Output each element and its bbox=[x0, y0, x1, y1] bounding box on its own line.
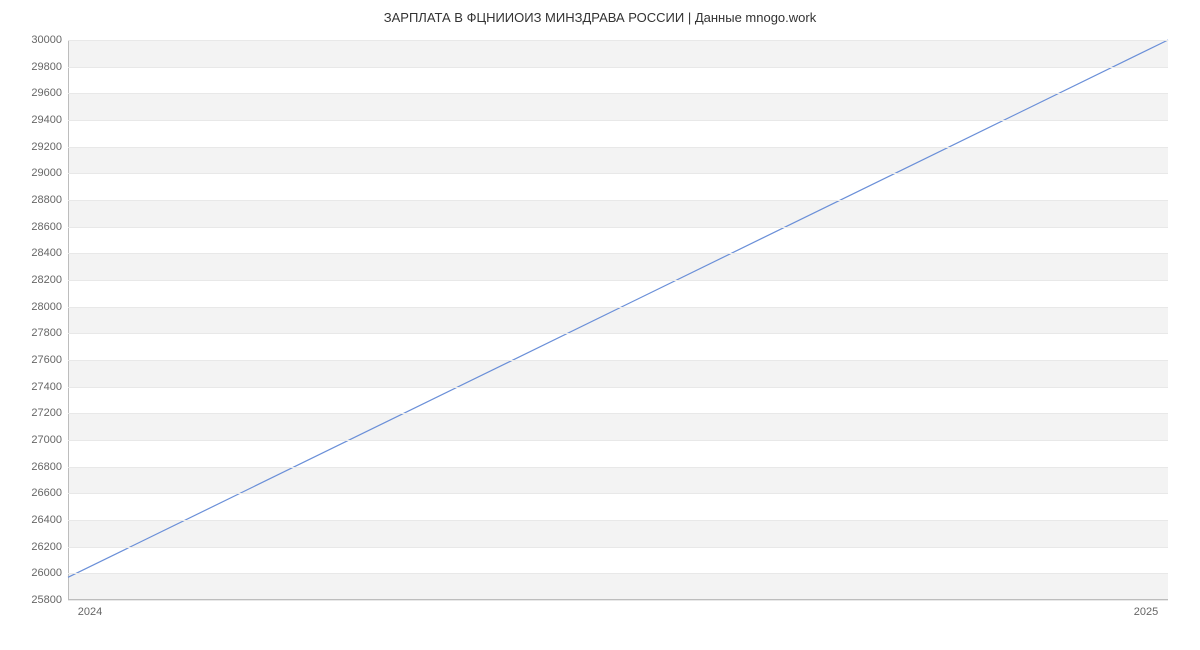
y-tick-label: 27200 bbox=[31, 407, 62, 419]
grid-line bbox=[68, 307, 1168, 308]
grid-line bbox=[68, 93, 1168, 94]
y-tick-label: 29200 bbox=[31, 141, 62, 153]
x-tick-label: 2025 bbox=[1134, 606, 1158, 618]
line-layer bbox=[68, 40, 1168, 600]
x-tick-label: 2024 bbox=[78, 606, 102, 618]
grid-line bbox=[68, 173, 1168, 174]
y-tick-label: 28200 bbox=[31, 274, 62, 286]
grid-line bbox=[68, 360, 1168, 361]
grid-line bbox=[68, 147, 1168, 148]
y-tick-label: 29800 bbox=[31, 61, 62, 73]
grid-line bbox=[68, 573, 1168, 574]
y-tick-label: 29400 bbox=[31, 114, 62, 126]
grid-line bbox=[68, 547, 1168, 548]
chart-title: ЗАРПЛАТА В ФЦНИИОИЗ МИНЗДРАВА РОССИИ | Д… bbox=[0, 10, 1200, 25]
grid-line bbox=[68, 600, 1168, 601]
y-tick-label: 27000 bbox=[31, 434, 62, 446]
y-tick-label: 26200 bbox=[31, 541, 62, 553]
grid-line bbox=[68, 280, 1168, 281]
grid-line bbox=[68, 440, 1168, 441]
grid-line bbox=[68, 227, 1168, 228]
grid-line bbox=[68, 120, 1168, 121]
grid-line bbox=[68, 40, 1168, 41]
y-tick-label: 30000 bbox=[31, 34, 62, 46]
grid-line bbox=[68, 200, 1168, 201]
y-tick-label: 28800 bbox=[31, 194, 62, 206]
plot-area: 2580026000262002640026600268002700027200… bbox=[68, 40, 1168, 600]
grid-line bbox=[68, 387, 1168, 388]
grid-line bbox=[68, 493, 1168, 494]
grid-line bbox=[68, 253, 1168, 254]
y-tick-label: 26600 bbox=[31, 487, 62, 499]
y-tick-label: 26000 bbox=[31, 567, 62, 579]
y-tick-label: 27800 bbox=[31, 327, 62, 339]
grid-line bbox=[68, 67, 1168, 68]
grid-line bbox=[68, 520, 1168, 521]
chart-container: ЗАРПЛАТА В ФЦНИИОИЗ МИНЗДРАВА РОССИИ | Д… bbox=[0, 0, 1200, 650]
y-tick-label: 25800 bbox=[31, 594, 62, 606]
grid-line bbox=[68, 467, 1168, 468]
y-tick-label: 28400 bbox=[31, 247, 62, 259]
grid-line bbox=[68, 333, 1168, 334]
y-tick-label: 27400 bbox=[31, 381, 62, 393]
y-tick-label: 28600 bbox=[31, 221, 62, 233]
grid-line bbox=[68, 413, 1168, 414]
y-tick-label: 28000 bbox=[31, 301, 62, 313]
y-tick-label: 27600 bbox=[31, 354, 62, 366]
y-tick-label: 29600 bbox=[31, 87, 62, 99]
y-tick-label: 26400 bbox=[31, 514, 62, 526]
y-tick-label: 26800 bbox=[31, 461, 62, 473]
y-tick-label: 29000 bbox=[31, 167, 62, 179]
